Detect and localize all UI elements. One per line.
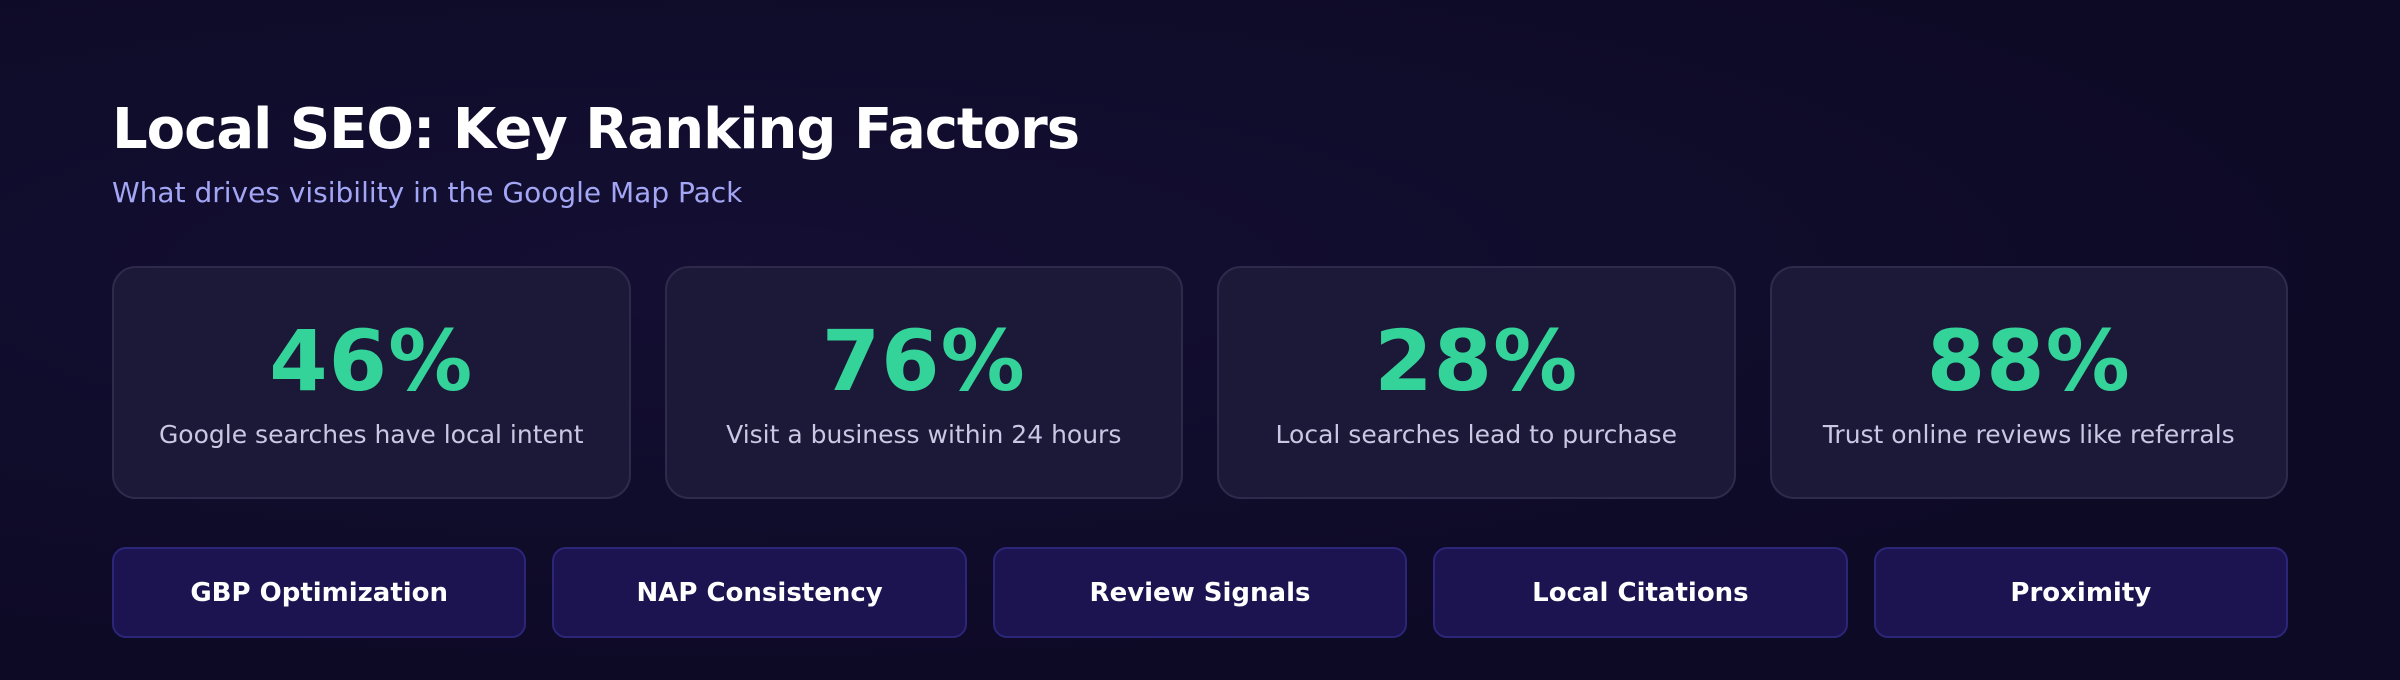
stat-cards: 46% Google searches have local intent 76% V…	[112, 266, 2288, 499]
stat-card: 46% Google searches have local intent	[112, 266, 631, 499]
factor-pill: NAP Consistency	[552, 547, 967, 638]
stat-label: Trust online reviews like referrals	[1822, 420, 2235, 449]
factor-pill: Review Signals	[992, 547, 1408, 638]
factor-pill: GBP Optimization	[112, 547, 527, 638]
factor-pill: Proximity	[1873, 547, 2289, 638]
stat-card: 88% Trust online reviews like referrals	[1769, 266, 2288, 499]
stat-value: 88%	[1926, 312, 2131, 410]
factor-pill: Local Citations	[1433, 547, 1848, 638]
stat-value: 46%	[269, 312, 474, 410]
stat-value: 76%	[821, 312, 1026, 410]
stat-label: Visit a business within 24 hours	[726, 420, 1122, 449]
stat-label: Local searches lead to purchase	[1275, 420, 1677, 449]
stat-label: Google searches have local intent	[158, 420, 584, 449]
stat-card: 76% Visit a business within 24 hours	[664, 266, 1183, 499]
stat-value: 28%	[1374, 312, 1579, 410]
factor-list: GBP Optimization NAP Consistency Review Si…	[112, 547, 2289, 638]
subtitle: What drives visibility in the Google Map…	[112, 176, 743, 209]
stat-card: 28% Local searches lead to purchase	[1217, 266, 1736, 499]
title: Local SEO: Key Ranking Factors	[112, 97, 1080, 162]
